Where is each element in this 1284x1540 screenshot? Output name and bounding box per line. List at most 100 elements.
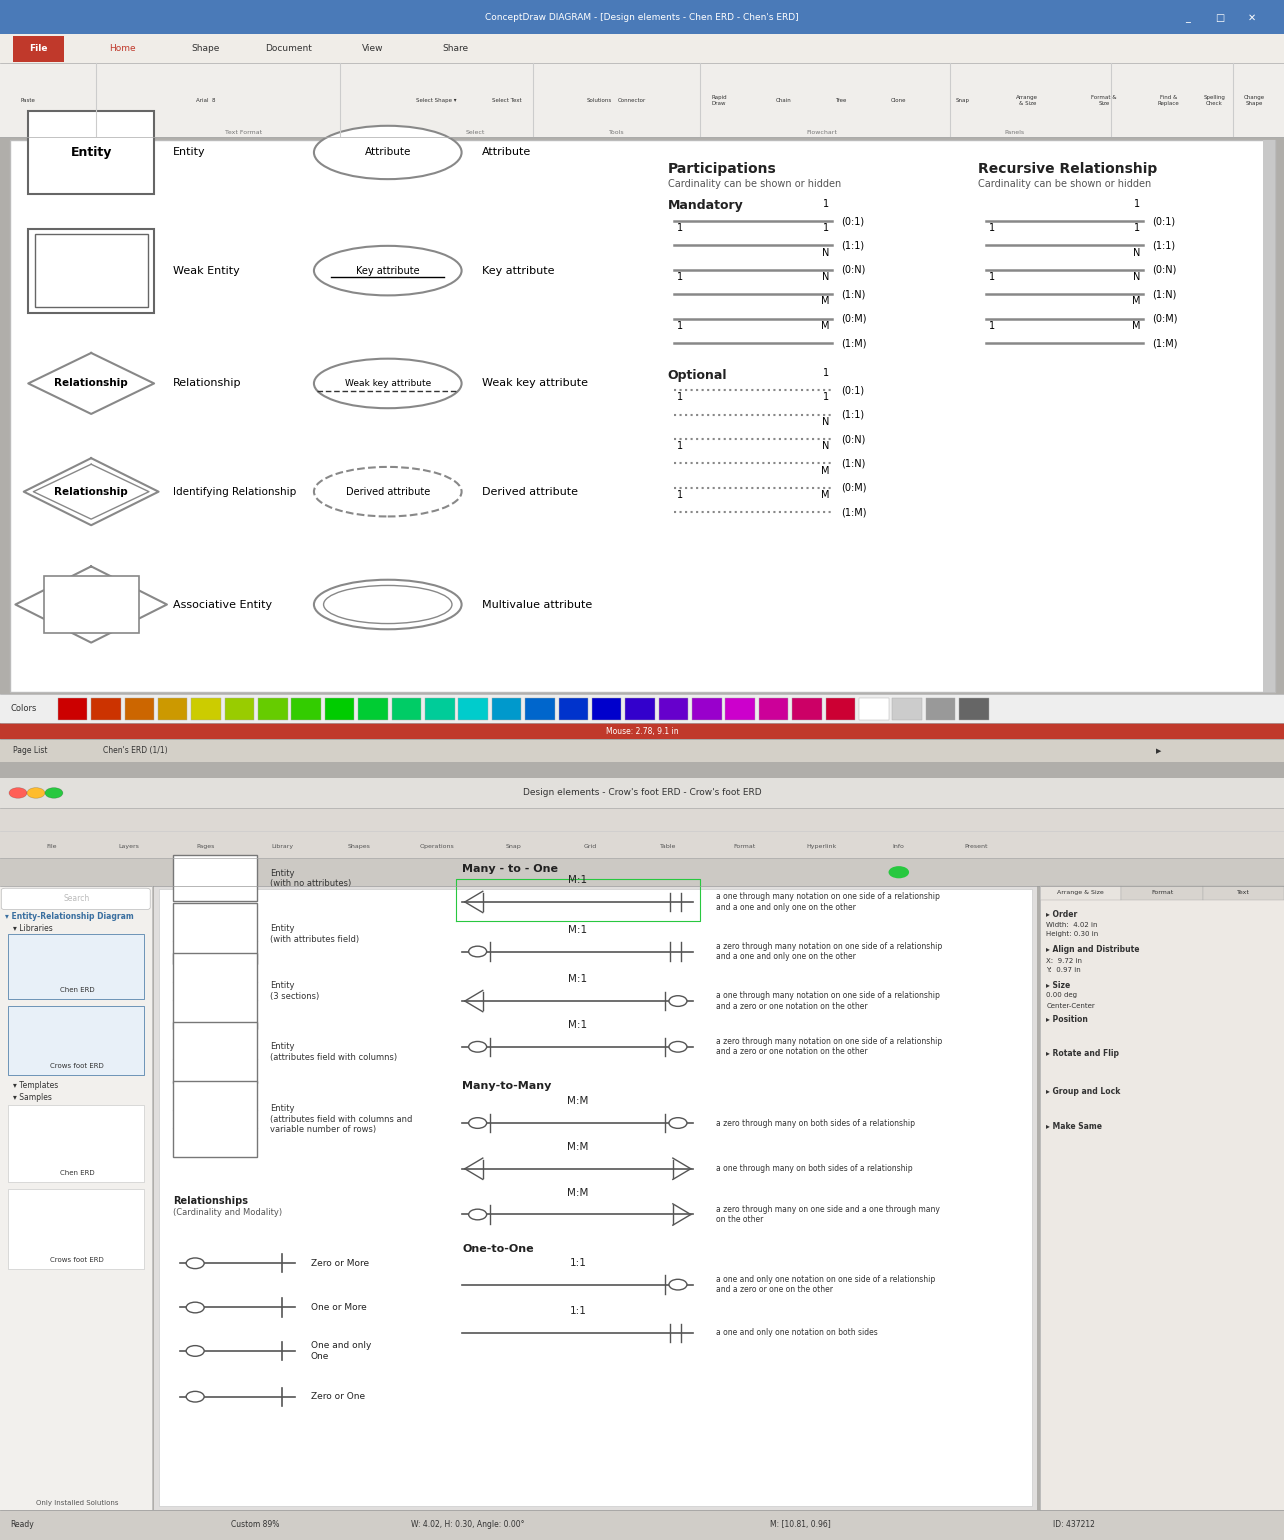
Text: Mouse: 2.78, 9.1 in: Mouse: 2.78, 9.1 in [606, 727, 678, 736]
Text: ▾ Entity-Relationship Diagram: ▾ Entity-Relationship Diagram [5, 912, 134, 921]
Circle shape [669, 996, 687, 1007]
Text: Select: Select [465, 129, 485, 136]
Text: Library: Library [271, 844, 294, 849]
Text: Entity
(attributes field with columns and
variable number of rows): Entity (attributes field with columns an… [270, 1104, 412, 1133]
Text: Crows foot ERD: Crows foot ERD [50, 1257, 104, 1263]
Text: N: N [822, 417, 829, 427]
Text: M: M [820, 320, 829, 331]
Text: 1: 1 [989, 273, 995, 282]
Text: Multivalue attribute: Multivalue attribute [482, 599, 592, 610]
FancyBboxPatch shape [458, 698, 488, 719]
FancyBboxPatch shape [1263, 140, 1275, 691]
FancyBboxPatch shape [8, 1189, 144, 1269]
FancyBboxPatch shape [1203, 885, 1284, 899]
Text: ▾ Templates: ▾ Templates [13, 1081, 58, 1090]
Text: Format: Format [733, 844, 756, 849]
Text: ▸ Make Same: ▸ Make Same [1046, 1121, 1103, 1130]
FancyBboxPatch shape [291, 698, 321, 719]
Text: Arrange
& Size: Arrange & Size [1016, 95, 1039, 106]
FancyBboxPatch shape [0, 885, 152, 1509]
Text: Y:  0.97 in: Y: 0.97 in [1046, 967, 1081, 973]
Text: 1: 1 [677, 490, 683, 501]
Text: Colors: Colors [10, 704, 37, 713]
Text: Chain: Chain [776, 99, 791, 103]
Text: Home: Home [109, 45, 135, 54]
FancyBboxPatch shape [425, 698, 455, 719]
Text: Entity
(attributes field with columns): Entity (attributes field with columns) [270, 1043, 397, 1061]
Text: Pages: Pages [196, 844, 214, 849]
FancyBboxPatch shape [173, 904, 257, 964]
Text: Grid: Grid [584, 844, 597, 849]
Text: ▸ Position: ▸ Position [1046, 1015, 1089, 1024]
Text: 1: 1 [989, 223, 995, 233]
Text: ▾ Libraries: ▾ Libraries [13, 924, 53, 933]
Text: Document: Document [266, 45, 312, 54]
Text: M: [10.81, 0.96]: M: [10.81, 0.96] [770, 1520, 831, 1529]
Text: (0:N): (0:N) [1152, 265, 1176, 274]
Text: 1: 1 [989, 320, 995, 331]
Text: Height: 0.30 in: Height: 0.30 in [1046, 932, 1099, 936]
Text: Select Text: Select Text [492, 99, 523, 103]
Ellipse shape [313, 467, 461, 516]
Text: Cardinality can be shown or hidden: Cardinality can be shown or hidden [668, 180, 841, 189]
Text: ▸ Size: ▸ Size [1046, 981, 1071, 990]
Text: (0:1): (0:1) [1152, 216, 1175, 226]
FancyBboxPatch shape [625, 698, 655, 719]
Text: Hyperlink: Hyperlink [806, 844, 837, 849]
FancyBboxPatch shape [325, 698, 354, 719]
Text: Custom 89%: Custom 89% [231, 1520, 280, 1529]
Circle shape [669, 1118, 687, 1129]
Text: N: N [1132, 273, 1140, 282]
FancyBboxPatch shape [0, 722, 1284, 739]
Text: Many - to - One: Many - to - One [462, 864, 559, 875]
Text: (0:N): (0:N) [841, 434, 865, 444]
Text: Zero or More: Zero or More [311, 1258, 369, 1267]
Text: Many-to-Many: Many-to-Many [462, 1081, 552, 1092]
Text: Snap: Snap [957, 99, 969, 103]
FancyBboxPatch shape [0, 739, 1284, 762]
Text: 1: 1 [823, 393, 829, 402]
Circle shape [27, 787, 45, 798]
Circle shape [469, 946, 487, 956]
Text: Multivalue attribute: Multivalue attribute [347, 601, 429, 608]
Text: M:1: M:1 [569, 975, 587, 984]
FancyBboxPatch shape [392, 698, 421, 719]
Text: Layers: Layers [118, 844, 139, 849]
Text: ▸ Group and Lock: ▸ Group and Lock [1046, 1087, 1121, 1096]
Text: (1:N): (1:N) [1152, 290, 1176, 299]
FancyBboxPatch shape [725, 698, 755, 719]
Text: (1:N): (1:N) [841, 290, 865, 299]
Text: a one through many notation on one side of a relationship
and a one and only one: a one through many notation on one side … [716, 892, 940, 912]
Text: (1:M): (1:M) [841, 507, 867, 517]
Text: One-to-One: One-to-One [462, 1244, 534, 1254]
Text: Clipboard: Clipboard [36, 129, 67, 136]
Text: a zero through many on both sides of a relationship: a zero through many on both sides of a r… [716, 1118, 915, 1127]
Text: (1:1): (1:1) [1152, 240, 1175, 251]
Text: Chen ERD: Chen ERD [60, 987, 94, 993]
FancyBboxPatch shape [1040, 885, 1121, 899]
Text: 1: 1 [677, 393, 683, 402]
Text: (0:M): (0:M) [841, 484, 867, 493]
Circle shape [889, 865, 909, 878]
FancyBboxPatch shape [28, 229, 154, 313]
Text: Crows foot ERD: Crows foot ERD [50, 1063, 104, 1069]
FancyBboxPatch shape [1040, 885, 1284, 1509]
Text: a zero through many notation on one side of a relationship
and a zero or one not: a zero through many notation on one side… [716, 1036, 942, 1056]
FancyBboxPatch shape [0, 778, 1284, 809]
FancyBboxPatch shape [28, 111, 154, 194]
Text: Relationship: Relationship [54, 487, 128, 497]
Text: Entity
(3 sections): Entity (3 sections) [270, 981, 318, 1001]
Circle shape [45, 787, 63, 798]
Text: Paste: Paste [21, 99, 36, 103]
Text: Text: Text [1236, 890, 1249, 895]
Text: Center-Center: Center-Center [1046, 1004, 1095, 1009]
Text: _: _ [1185, 12, 1190, 23]
Text: Find &
Replace: Find & Replace [1158, 95, 1179, 106]
FancyBboxPatch shape [759, 698, 788, 719]
FancyBboxPatch shape [0, 0, 1284, 34]
Text: Change
Shape: Change Shape [1244, 95, 1265, 106]
Text: Shape: Shape [191, 45, 220, 54]
Text: 1:1: 1:1 [569, 1306, 587, 1315]
Text: One and only
One: One and only One [311, 1341, 371, 1361]
FancyBboxPatch shape [13, 35, 64, 62]
